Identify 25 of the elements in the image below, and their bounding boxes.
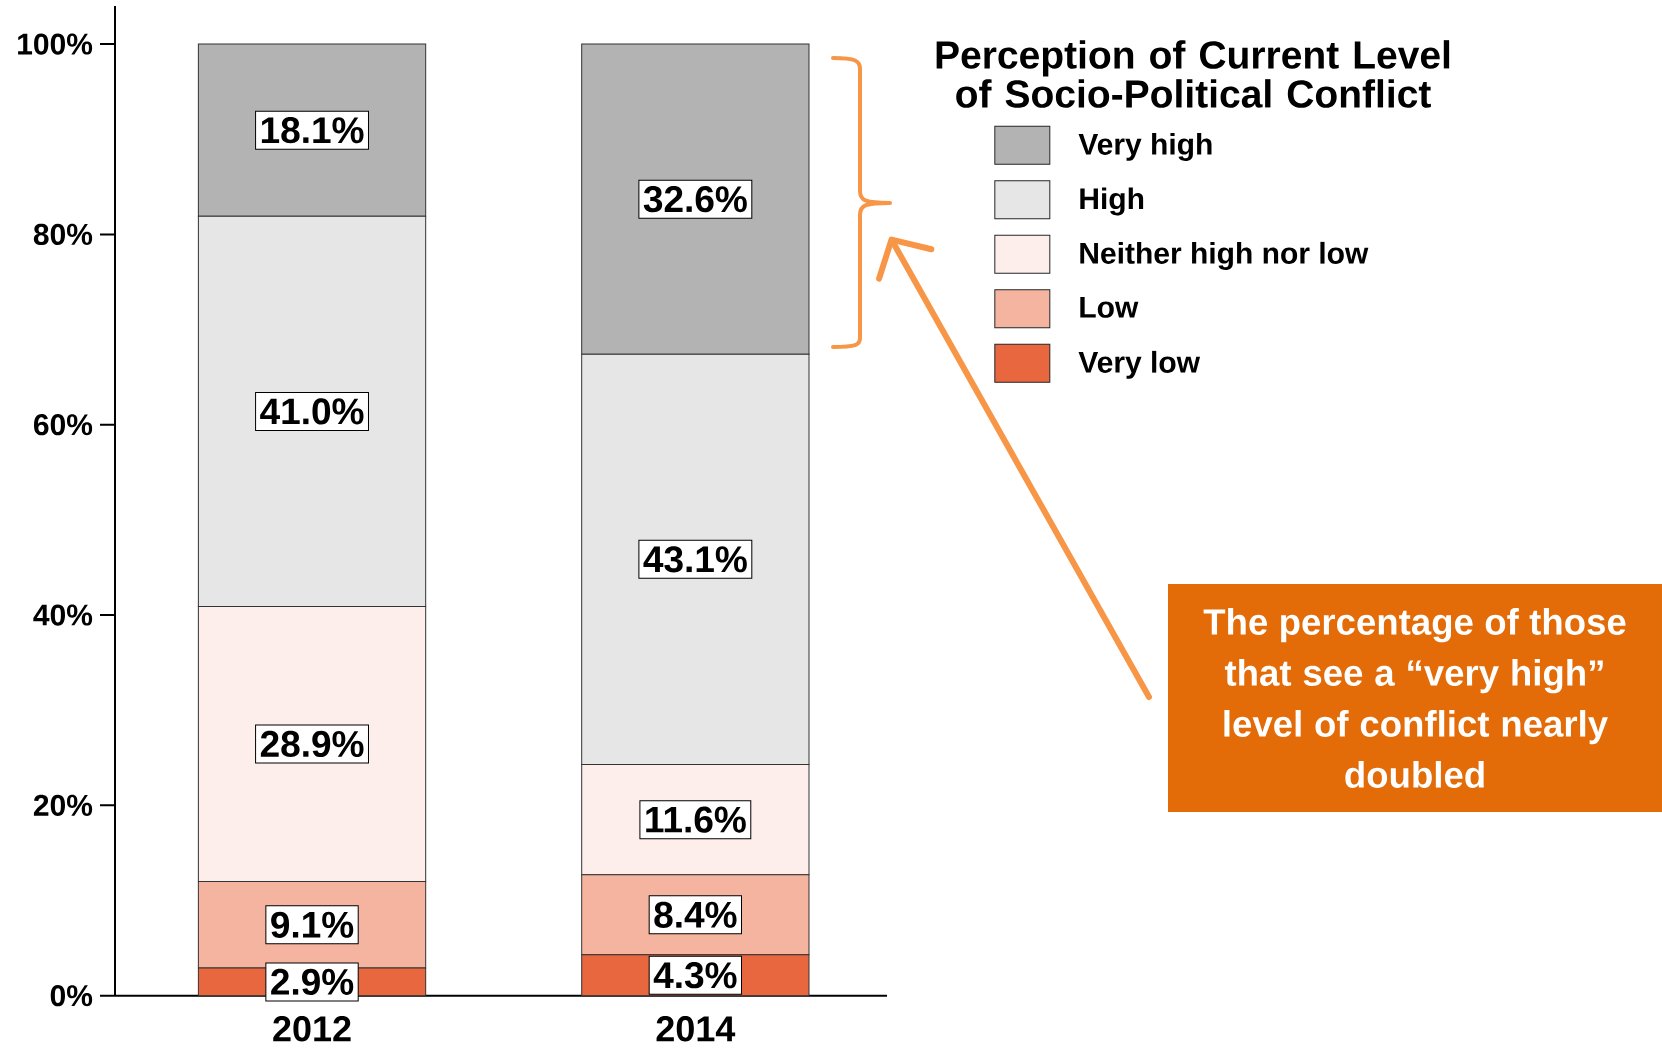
y-tick-label: 40% (33, 604, 93, 626)
data-label: 18.1% (261, 117, 364, 144)
x-tick-label: 2014 (656, 1016, 736, 1042)
data-label: 43.1% (643, 546, 747, 573)
legend-label: Very low (1078, 350, 1201, 379)
data-label: 11.6% (646, 806, 746, 833)
legend-label: Neither high nor low (1080, 241, 1369, 270)
legend-label: Very high (1078, 132, 1212, 161)
x-tick-label: 2012 (273, 1016, 351, 1042)
y-tick-label: 20% (33, 794, 93, 816)
data-label: 9.1% (271, 911, 354, 938)
y-tick-label: 100% (18, 33, 93, 55)
data-label: 32.6% (643, 186, 747, 213)
data-label: 2.9% (271, 968, 354, 995)
y-tick-label: 60% (33, 414, 93, 436)
text: The percentage of those that see a “very high” level of conflict nearly doubled (1203, 608, 1626, 788)
data-label: 41.0% (260, 398, 364, 425)
data-label: 8.4% (654, 901, 737, 928)
legend-title: Perception of Current Level of Socio-Political Conflict (936, 40, 1450, 108)
legend-label: High (1080, 187, 1144, 216)
y-tick-label: 0% (50, 985, 93, 1007)
data-label: 4.3% (653, 962, 737, 989)
data-label: 28.9% (260, 730, 364, 758)
y-tick-label: 80% (33, 223, 93, 245)
legend-label: Low (1080, 296, 1139, 318)
